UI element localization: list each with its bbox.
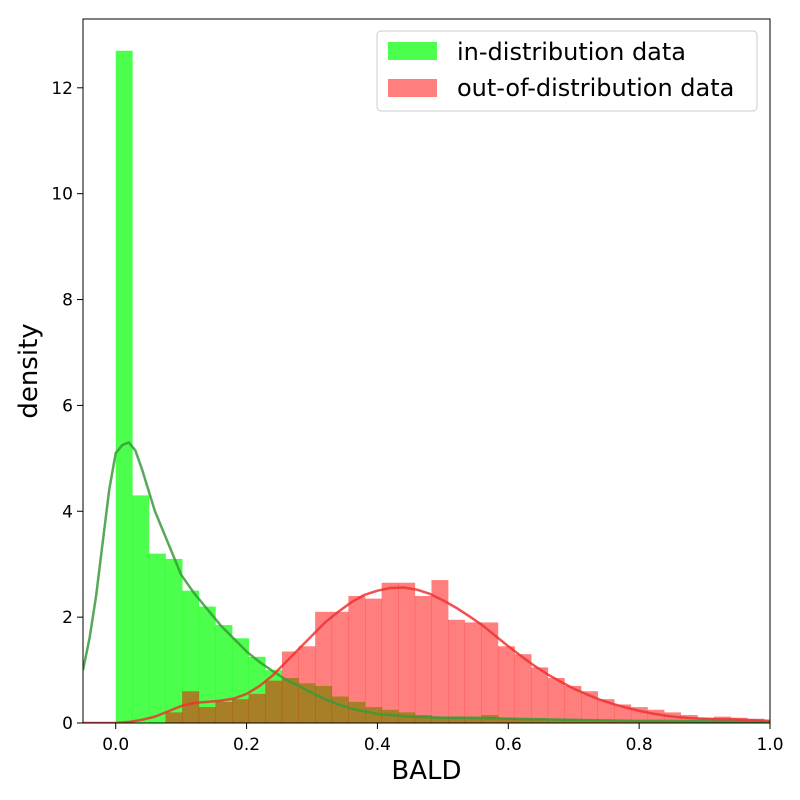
bar-out-of-distribution-24	[564, 685, 582, 723]
y-axis-label: density	[14, 323, 44, 418]
x-tick-label: 0.0	[102, 735, 129, 755]
legend-frame	[376, 30, 758, 112]
bar-out-of-distribution-21	[514, 654, 532, 723]
bar-out-of-distribution-10	[331, 611, 349, 723]
density-curve-out-of-distribution	[83, 586, 770, 723]
legend-swatch-in-distribution	[388, 42, 437, 60]
bar-out-of-distribution-26	[597, 699, 615, 723]
bar-out-of-distribution-11	[348, 595, 366, 723]
bar-out-of-distribution-13	[381, 582, 399, 723]
y-tick-label: 0	[62, 714, 73, 734]
bar-out-of-distribution-4	[232, 699, 249, 723]
bar-in-distribution-0	[115, 50, 133, 723]
bar-out-of-distribution-19	[481, 622, 499, 723]
x-tick-label: 0.6	[495, 735, 522, 755]
legend: in-distribution data out-of-distribution…	[376, 30, 758, 112]
bar-in-distribution-1	[132, 495, 150, 723]
bar-out-of-distribution-5	[248, 693, 266, 723]
y-axis-ticks: 0 2 4 6 8 10 12	[51, 79, 83, 734]
bar-in-distribution-4	[182, 590, 200, 723]
bar-out-of-distribution-6	[265, 680, 283, 723]
bar-out-of-distribution-16	[431, 580, 449, 723]
legend-swatch-out-of-distribution	[388, 79, 437, 97]
bar-out-of-distribution-23	[547, 678, 565, 723]
bar-out-of-distribution-7	[281, 651, 299, 723]
bar-in-distribution-3	[165, 558, 183, 723]
bar-out-of-distribution-22	[531, 667, 549, 723]
x-tick-label: 0.4	[364, 735, 391, 755]
bar-out-of-distribution-25	[581, 691, 598, 723]
density-curves	[83, 441, 770, 723]
bar-out-of-distribution-15	[414, 595, 432, 723]
bar-in-distribution-2	[148, 553, 166, 723]
bar-out-of-distribution-0	[165, 712, 183, 723]
legend-label-in-distribution: in-distribution data	[457, 38, 686, 66]
x-tick-label: 0.2	[233, 735, 260, 755]
legend-label-out-of-distribution: out-of-distribution data	[457, 74, 734, 102]
y-tick-label: 4	[62, 502, 73, 522]
bar-out-of-distribution-8	[298, 646, 316, 723]
y-tick-label: 2	[62, 608, 73, 628]
bar-out-of-distribution-3	[215, 701, 233, 723]
x-axis-ticks: 0.0 0.2 0.4 0.6 0.8 1.0	[102, 723, 784, 755]
histogram-bars	[115, 50, 770, 723]
bar-out-of-distribution-20	[497, 646, 515, 723]
axes-frame	[82, 18, 771, 724]
plot-area	[83, 50, 770, 723]
bar-out-of-distribution-2	[198, 707, 216, 723]
y-tick-label: 12	[51, 79, 73, 99]
y-tick-label: 6	[62, 396, 73, 416]
bar-in-distribution-5	[198, 606, 216, 723]
y-tick-label: 8	[62, 291, 73, 311]
x-axis-label: BALD	[391, 756, 461, 786]
bar-out-of-distribution-1	[182, 691, 200, 723]
x-tick-label: 1.0	[756, 735, 783, 755]
x-tick-label: 0.8	[626, 735, 653, 755]
bar-out-of-distribution-12	[365, 598, 382, 723]
density-curve-in-distribution	[83, 441, 770, 723]
bar-out-of-distribution-18	[464, 622, 482, 723]
y-tick-label: 10	[51, 185, 73, 205]
bar-out-of-distribution-17	[448, 619, 466, 723]
bar-out-of-distribution-14	[398, 582, 416, 723]
